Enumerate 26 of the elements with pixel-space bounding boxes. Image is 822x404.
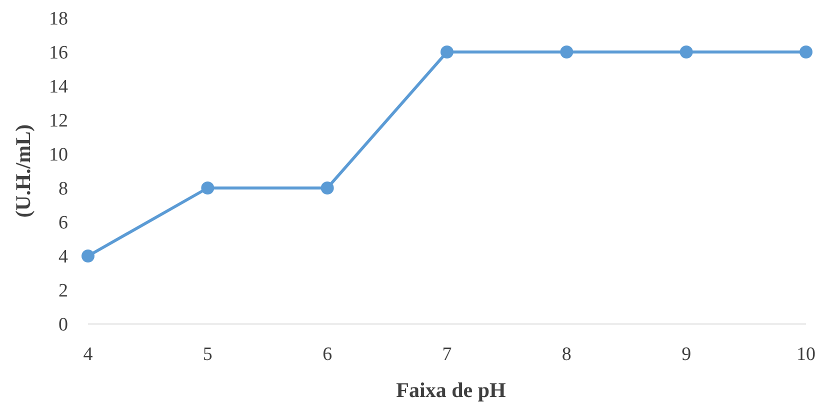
point [560, 46, 574, 58]
point [320, 182, 334, 194]
x-tick-label: 10 [796, 344, 816, 365]
y-tick-label: 4 [58, 246, 68, 268]
x-tick-label: 4 [83, 344, 94, 365]
x-tick-label: 6 [322, 344, 332, 365]
y-tick-label: 18 [49, 8, 68, 30]
y-tick-label: 6 [58, 212, 68, 234]
point [800, 46, 812, 58]
y-tick-label: 0 [58, 314, 68, 336]
y-tick-label: 12 [49, 110, 68, 132]
point [82, 250, 94, 262]
x-tick-label: 5 [202, 344, 212, 365]
x-tick-label: 9 [682, 344, 692, 365]
point [440, 46, 454, 58]
y-axis-title: (U.H./mL) [11, 124, 35, 218]
x-tick-label: 7 [442, 344, 452, 365]
x-tick-label: 8 [562, 344, 572, 365]
y-tick-label: 10 [49, 144, 68, 166]
y-tick-label: 16 [49, 42, 68, 64]
point [680, 46, 693, 58]
point [201, 182, 214, 194]
y-tick-label: 14 [49, 76, 68, 98]
y-tick-label: 2 [58, 280, 68, 302]
x-axis-title: Faixa de pH [396, 378, 506, 402]
y-tick-label: 8 [58, 178, 68, 200]
